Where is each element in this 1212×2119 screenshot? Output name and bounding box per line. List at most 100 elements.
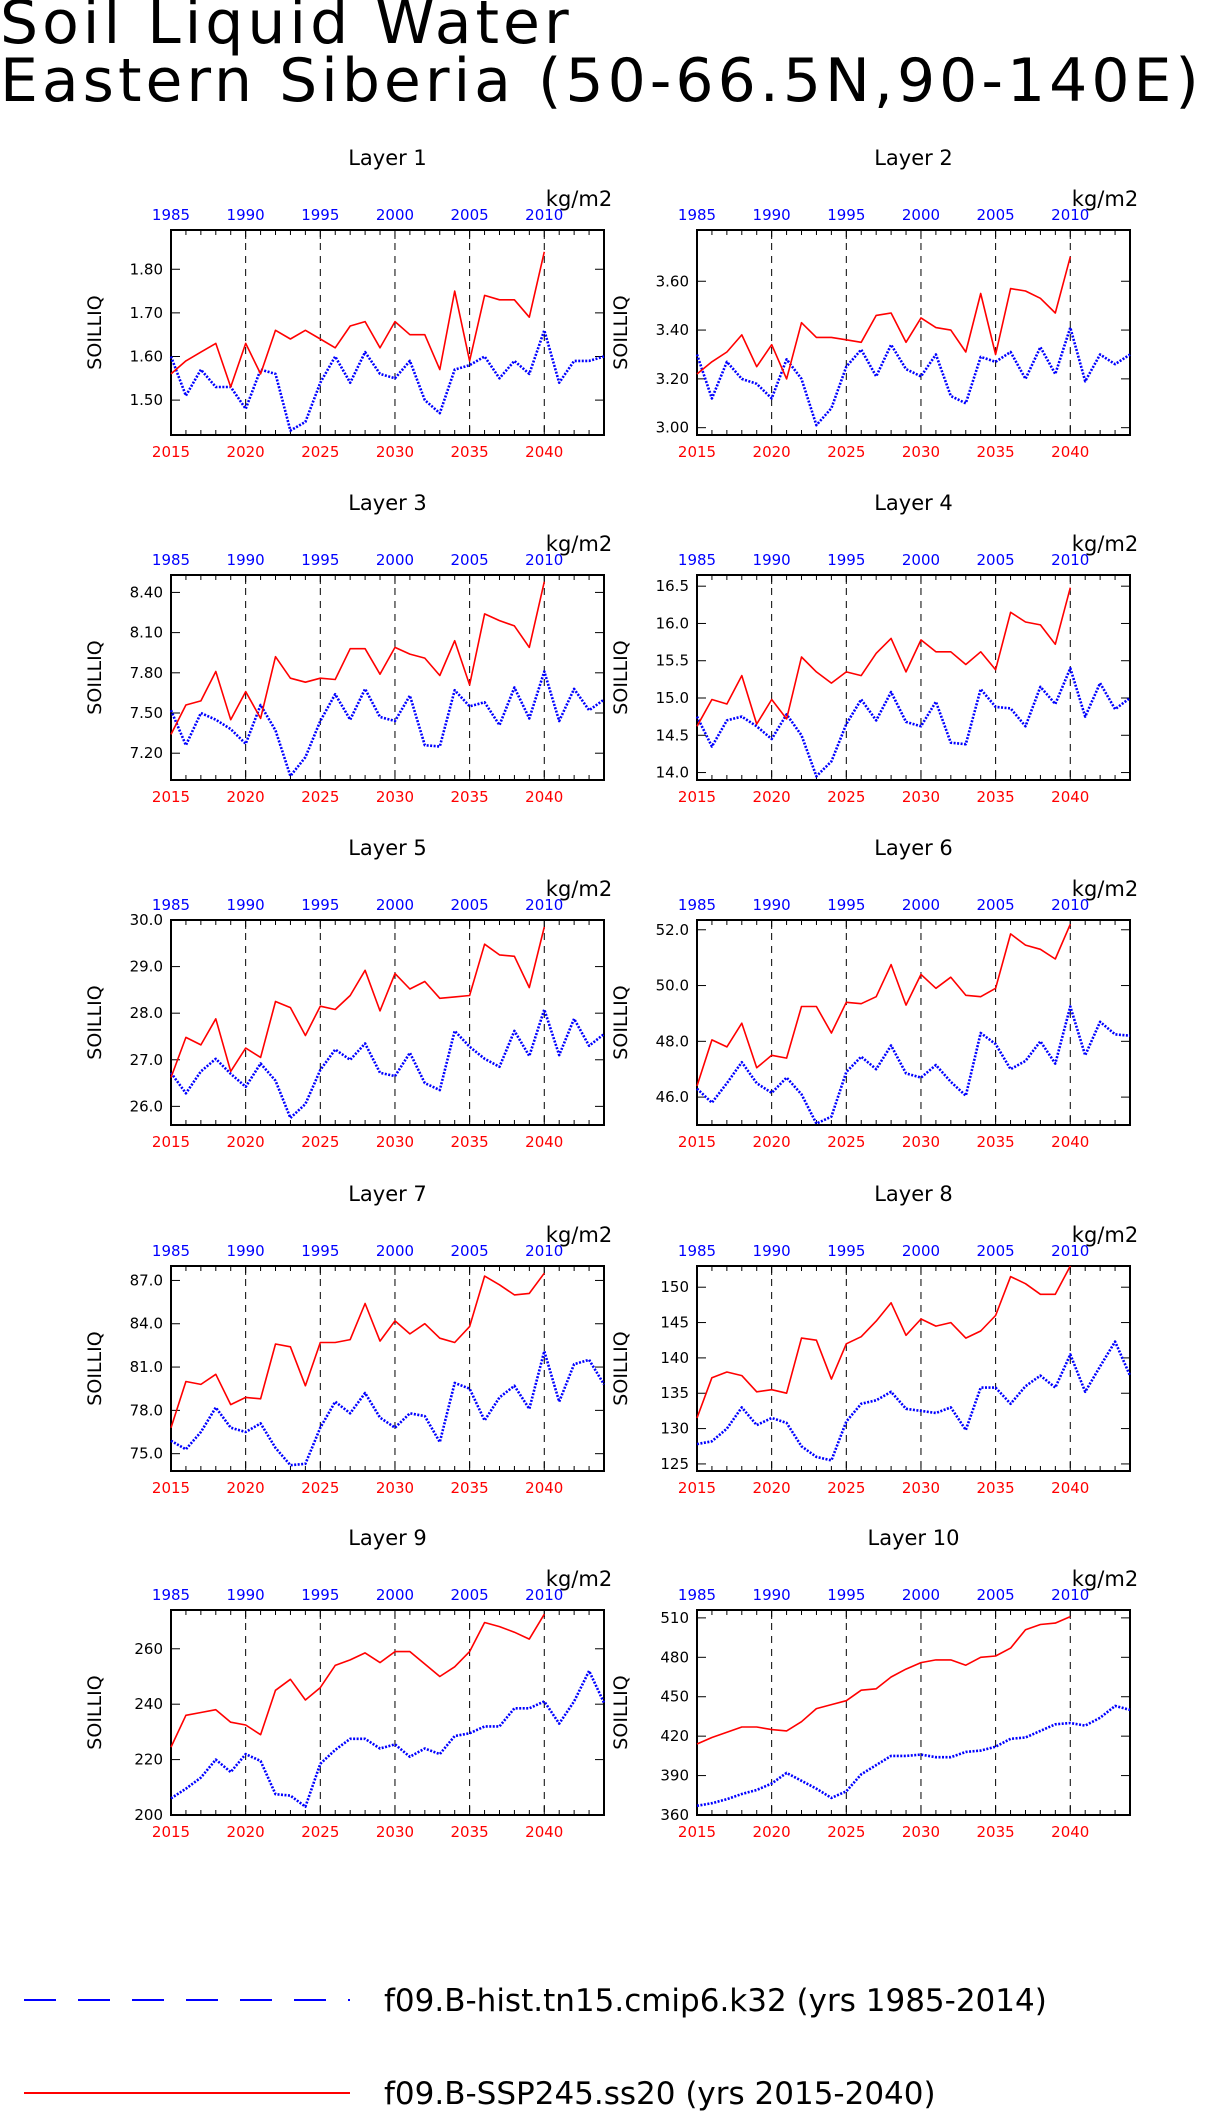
future-series-line bbox=[696, 1615, 1071, 1745]
panel-title: Layer 7 bbox=[348, 1182, 427, 1206]
y-tick-label: 75.0 bbox=[130, 1445, 163, 1463]
x-tick-label-bottom: 2020 bbox=[227, 1133, 265, 1151]
x-tick-label-bottom: 2020 bbox=[753, 1823, 791, 1841]
x-tick-label-bottom: 2020 bbox=[227, 1823, 265, 1841]
x-tick-label-bottom: 2030 bbox=[902, 1133, 940, 1151]
x-tick-label-top: 1995 bbox=[301, 1586, 339, 1604]
x-tick-label-top: 1985 bbox=[678, 551, 716, 569]
y-tick-label: 3.60 bbox=[656, 272, 689, 290]
y-tick-label: 510 bbox=[660, 1609, 689, 1627]
x-tick-label-top: 1995 bbox=[827, 206, 865, 224]
historical-series-line bbox=[696, 1005, 1131, 1125]
x-tick-label-top: 1990 bbox=[227, 896, 265, 914]
x-tick-label-bottom: 2025 bbox=[301, 443, 339, 461]
y-tick-label: 27.0 bbox=[130, 1051, 163, 1069]
future-series-line bbox=[170, 926, 546, 1078]
future-series-line bbox=[170, 1272, 545, 1428]
x-tick-label-bottom: 2025 bbox=[827, 1133, 865, 1151]
legend-historical-label: f09.B-hist.tn15.cmip6.k32 (yrs 1985-2014… bbox=[384, 1983, 1047, 2019]
x-tick-label-bottom: 2020 bbox=[227, 788, 265, 806]
plot-frame bbox=[696, 1265, 1131, 1472]
y-tick-label: 14.5 bbox=[656, 726, 689, 744]
y-tick-label: 7.80 bbox=[130, 664, 163, 682]
panel-title: Layer 5 bbox=[348, 836, 427, 860]
x-tick-label-top: 2005 bbox=[451, 1586, 489, 1604]
y-tick-label: 78.0 bbox=[130, 1401, 163, 1419]
y-axis-label: SOILLIQ bbox=[610, 1675, 632, 1749]
x-tick-label-bottom: 2025 bbox=[827, 1479, 865, 1497]
chart-panel-6: Layer 6 kg/m2 SOILLIQ 2015 2020 2025 2030 2035 2… bbox=[610, 836, 1138, 1151]
x-tick-label-bottom: 2035 bbox=[451, 1823, 489, 1841]
x-tick-label-top: 2010 bbox=[1051, 206, 1089, 224]
x-tick-label-bottom: 2020 bbox=[227, 443, 265, 461]
plot-frame bbox=[696, 229, 1131, 436]
x-tick-label-bottom: 2030 bbox=[376, 443, 414, 461]
chart-panel-9: Layer 9 kg/m2 SOILLIQ 2015 2020 2025 2030 2035 2… bbox=[84, 1526, 612, 1841]
page-title: Soil Liquid Water Eastern Siberia (50-66.… bbox=[0, 0, 1212, 116]
x-tick-label-bottom: 2030 bbox=[902, 788, 940, 806]
x-tick-label-bottom: 2025 bbox=[827, 1823, 865, 1841]
x-tick-label-bottom: 2040 bbox=[1051, 788, 1089, 806]
x-tick-label-top: 2005 bbox=[451, 551, 489, 569]
x-tick-label-top: 1985 bbox=[678, 1242, 716, 1260]
y-tick-label: 480 bbox=[660, 1648, 689, 1666]
x-tick-label-bottom: 2025 bbox=[827, 443, 865, 461]
x-tick-label-top: 1995 bbox=[301, 551, 339, 569]
x-tick-label-bottom: 2040 bbox=[1051, 1133, 1089, 1151]
title-line-2: Eastern Siberia (50-66.5N,90-140E) bbox=[0, 46, 1203, 116]
historical-series-line bbox=[696, 1704, 1131, 1808]
x-tick-label-bottom: 2025 bbox=[301, 1479, 339, 1497]
x-tick-label-bottom: 2015 bbox=[678, 1479, 716, 1497]
units-label: kg/m2 bbox=[546, 877, 612, 901]
x-tick-label-top: 1990 bbox=[227, 1586, 265, 1604]
x-tick-label-top: 1985 bbox=[152, 1242, 190, 1260]
panel-title: Layer 3 bbox=[348, 491, 427, 515]
x-tick-label-bottom: 2040 bbox=[1051, 1479, 1089, 1497]
y-tick-label: 420 bbox=[660, 1727, 689, 1745]
x-tick-label-top: 2000 bbox=[376, 551, 414, 569]
future-series-line bbox=[696, 923, 1072, 1087]
x-tick-label-top: 2005 bbox=[451, 1242, 489, 1260]
x-tick-label-top: 2005 bbox=[451, 896, 489, 914]
y-tick-label: 28.0 bbox=[130, 1004, 163, 1022]
y-tick-label: 48.0 bbox=[656, 1032, 689, 1050]
x-tick-label-bottom: 2015 bbox=[152, 1823, 190, 1841]
y-tick-label: 1.60 bbox=[130, 347, 163, 365]
y-tick-label: 26.0 bbox=[130, 1097, 163, 1115]
x-tick-label-top: 2000 bbox=[376, 206, 414, 224]
y-tick-label: 145 bbox=[660, 1314, 689, 1332]
y-tick-label: 29.0 bbox=[130, 958, 163, 976]
x-tick-label-top: 1985 bbox=[152, 206, 190, 224]
x-tick-label-top: 2005 bbox=[977, 896, 1015, 914]
x-tick-label-bottom: 2015 bbox=[152, 1479, 190, 1497]
x-tick-label-top: 1990 bbox=[753, 1242, 791, 1260]
historical-series-line bbox=[169, 1008, 605, 1120]
plot-frame bbox=[170, 229, 605, 436]
x-tick-label-bottom: 2015 bbox=[678, 1823, 716, 1841]
y-tick-label: 14.0 bbox=[656, 764, 689, 782]
y-tick-label: 8.40 bbox=[130, 583, 163, 601]
y-tick-label: 87.0 bbox=[130, 1271, 163, 1289]
chart-panel-4: Layer 4 kg/m2 SOILLIQ 2015 2020 2025 2030 2035 2… bbox=[610, 491, 1138, 806]
y-axis-label: SOILLIQ bbox=[610, 985, 632, 1059]
x-tick-label-top: 1995 bbox=[827, 551, 865, 569]
y-tick-label: 390 bbox=[660, 1767, 689, 1785]
x-tick-label-top: 2000 bbox=[902, 1242, 940, 1260]
x-tick-label-bottom: 2020 bbox=[753, 788, 791, 806]
x-tick-label-bottom: 2040 bbox=[525, 1823, 563, 1841]
plot-frame bbox=[696, 1609, 1131, 1816]
y-tick-label: 200 bbox=[134, 1806, 163, 1824]
x-tick-label-top: 2010 bbox=[1051, 1242, 1089, 1260]
x-tick-label-bottom: 2030 bbox=[902, 443, 940, 461]
y-tick-label: 46.0 bbox=[656, 1088, 689, 1106]
x-tick-label-top: 2010 bbox=[525, 551, 563, 569]
x-tick-label-top: 1990 bbox=[753, 206, 791, 224]
chart-panel-1: Layer 1 kg/m2 SOILLIQ 2015 2020 2025 2030 2035 2… bbox=[84, 146, 612, 461]
x-tick-label-top: 1985 bbox=[152, 896, 190, 914]
x-tick-label-top: 2000 bbox=[376, 1242, 414, 1260]
x-tick-label-top: 1990 bbox=[227, 551, 265, 569]
plot-frame bbox=[170, 919, 605, 1126]
historical-series-line bbox=[169, 670, 605, 778]
units-label: kg/m2 bbox=[546, 1567, 612, 1591]
